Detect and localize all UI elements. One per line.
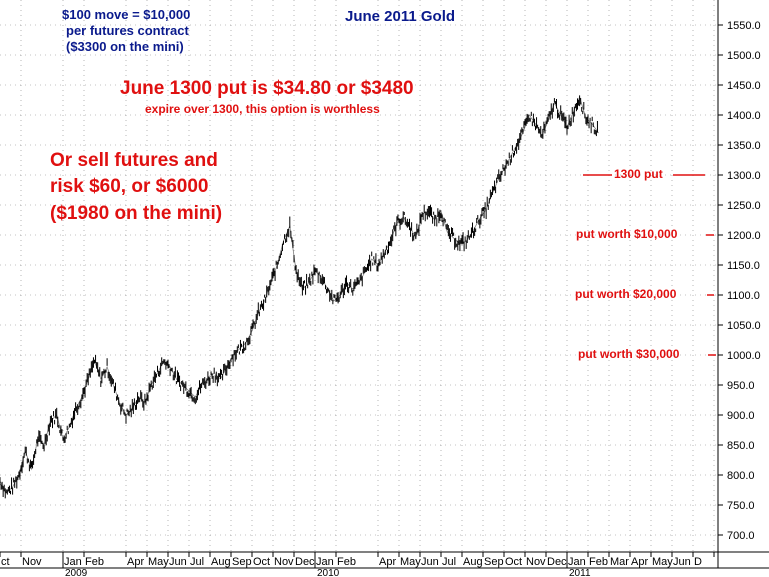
x-tick-label: Aug [463, 556, 483, 568]
x-tick-label: Oct [253, 556, 270, 568]
y-tick-label: 1200.0 [727, 230, 761, 242]
move-annotation-line2: per futures contract [66, 23, 189, 38]
x-tick-label: Jul [190, 556, 204, 568]
x-tick-label: Feb [589, 556, 608, 568]
price-series [0, 95, 599, 499]
y-tick-label: 1350.0 [727, 140, 761, 152]
x-tick-label: May [400, 556, 421, 568]
x-tick-label: Jun [673, 556, 691, 568]
x-tick-label: Apr [379, 556, 396, 568]
x-tick-label: Feb [85, 556, 104, 568]
y-tick-label: 1150.0 [727, 260, 760, 272]
y-tick-label: 1400.0 [727, 110, 761, 122]
y-tick-label: 1300.0 [727, 170, 761, 182]
x-tick-label: Mar [610, 556, 629, 568]
y-tick-label: 950.0 [727, 380, 755, 392]
price-line [0, 95, 599, 494]
put-levels: 1300 put put worth $10,000 put worth $20… [575, 167, 716, 361]
y-tick-label: 1450.0 [727, 80, 761, 92]
x-tick-label: Jan [64, 556, 82, 568]
x-tick-label: Nov [274, 556, 294, 568]
y-tick-label: 1050.0 [727, 320, 761, 332]
x-tick-label: May [148, 556, 169, 568]
put-price-annotation: June 1300 put is $34.80 or $3480 [120, 78, 414, 99]
y-tick-label: 1100.0 [727, 290, 760, 302]
year-label: 2009 [65, 568, 88, 577]
x-tick-label: Sep [232, 556, 252, 568]
x-tick-label: Sep [484, 556, 504, 568]
move-annotation-line3: ($3300 on the mini) [66, 39, 184, 54]
level-1000-label: put worth $30,000 [578, 347, 680, 361]
x-tick-label: Jan [568, 556, 586, 568]
y-tick-label: 1000.0 [727, 350, 761, 362]
level-1200-label: put worth $10,000 [576, 227, 678, 241]
level-1100-label: put worth $20,000 [575, 287, 677, 301]
x-tick-label: Apr [631, 556, 648, 568]
level-1300-label: 1300 put [614, 167, 663, 181]
x-tick-label: Dec [295, 556, 315, 568]
x-tick-label: Jan [316, 556, 334, 568]
y-tick-label: 800.0 [727, 470, 755, 482]
x-tick-label: Apr [127, 556, 144, 568]
sell-annotation-line1: Or sell futures and [50, 150, 218, 171]
x-tick-label: Jun [169, 556, 187, 568]
y-tick-label: 700.0 [727, 530, 755, 542]
y-tick-label: 900.0 [727, 410, 755, 422]
y-tick-label: 750.0 [727, 500, 755, 512]
chart-title: June 2011 Gold [345, 8, 455, 25]
x-tick-label: Aug [211, 556, 231, 568]
x-axis-ticks: ct Nov Jan Feb Apr May Jun Jul Aug Sep Oct Nov Dec Ja… [0, 552, 715, 577]
move-annotation-line1: $100 move = $10,000 [62, 7, 190, 22]
y-axis-ticks: 700.0 750.0 800.0 850.0 900.0 950.0 1000.0 1050… [718, 20, 761, 542]
y-tick-label: 1500.0 [727, 50, 761, 62]
x-tick-label: Jun [421, 556, 439, 568]
sell-annotation-line2: risk $60, or $6000 [50, 176, 208, 197]
sell-annotation-line3: ($1980 on the mini) [50, 203, 222, 224]
x-tick-label: Jul [442, 556, 456, 568]
y-tick-label: 850.0 [727, 440, 755, 452]
year-label: 2011 [569, 568, 591, 577]
x-tick-label: Dec [547, 556, 567, 568]
y-tick-label: 1550.0 [727, 20, 761, 32]
x-tick-label: Nov [526, 556, 546, 568]
x-tick-label: May [652, 556, 673, 568]
x-tick-label: Feb [337, 556, 356, 568]
year-label: 2010 [317, 568, 340, 577]
y-tick-label: 1250.0 [727, 200, 761, 212]
x-tick-label: ct [1, 556, 10, 568]
x-tick-label: Nov [22, 556, 42, 568]
x-tick-label: Oct [505, 556, 522, 568]
put-expire-annotation: expire over 1300, this option is worthle… [145, 102, 380, 116]
x-tick-label: D [694, 556, 702, 568]
grid [0, 0, 718, 552]
